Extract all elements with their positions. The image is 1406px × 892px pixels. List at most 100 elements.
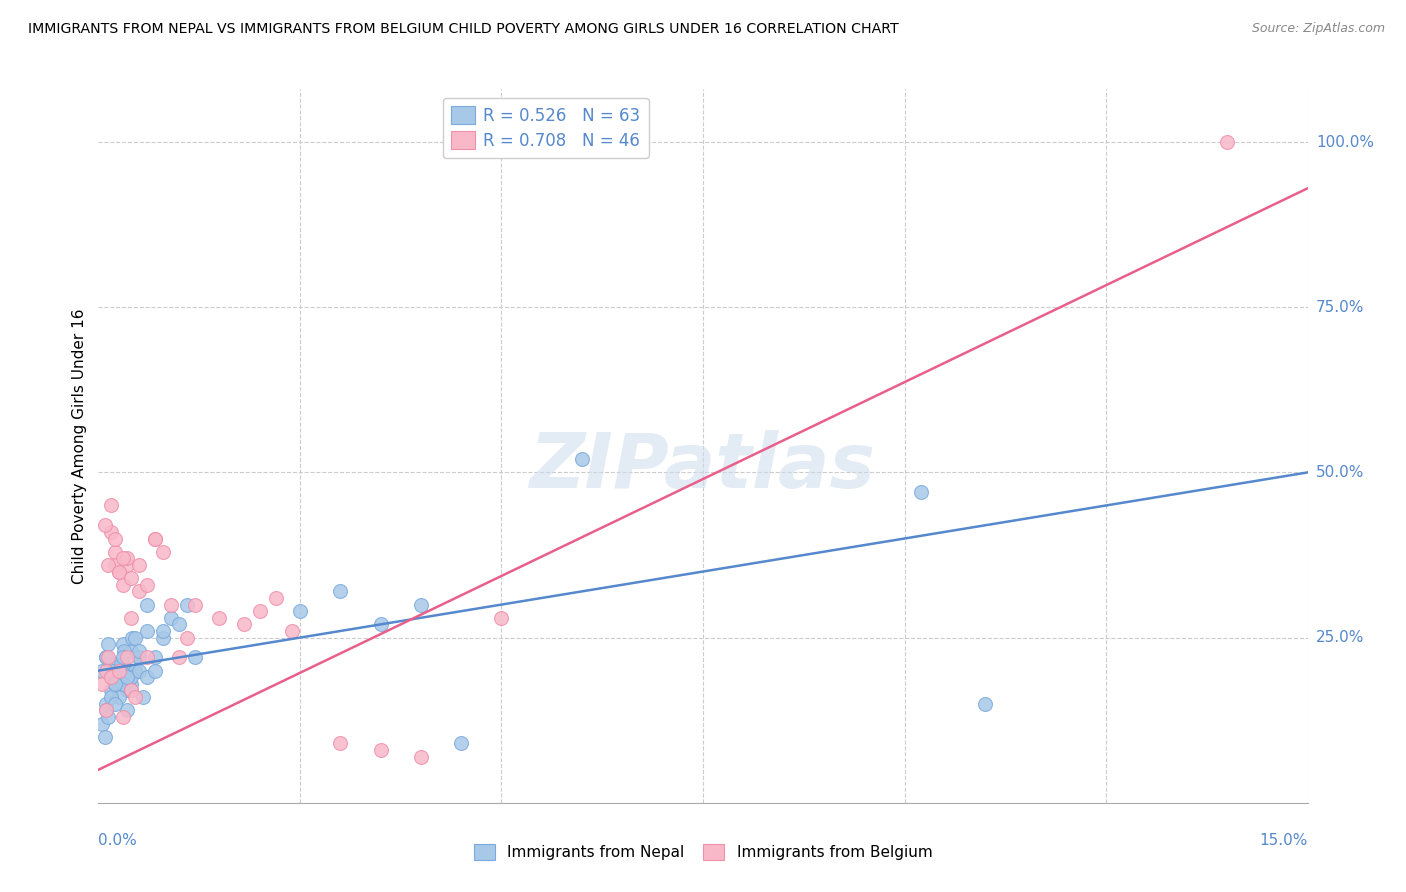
- Point: [100, 499, 122, 513]
- Point: [409, 749, 432, 764]
- Point: [152, 624, 174, 638]
- Point: [107, 677, 129, 691]
- Point: [100, 683, 122, 698]
- Point: [143, 532, 166, 546]
- Point: [124, 664, 146, 678]
- Point: [370, 743, 392, 757]
- Point: [264, 591, 287, 605]
- Point: [96, 664, 118, 678]
- Text: IMMIGRANTS FROM NEPAL VS IMMIGRANTS FROM BELGIUM CHILD POVERTY AMONG GIRLS UNDER: IMMIGRANTS FROM NEPAL VS IMMIGRANTS FROM…: [28, 22, 898, 37]
- Text: 0.0%: 0.0%: [98, 833, 138, 848]
- Point: [132, 690, 155, 704]
- Point: [128, 664, 150, 678]
- Point: [91, 677, 114, 691]
- Point: [103, 697, 125, 711]
- Point: [97, 650, 120, 665]
- Point: [128, 650, 150, 665]
- Point: [329, 736, 352, 750]
- Point: [103, 670, 125, 684]
- Point: [115, 703, 138, 717]
- Point: [160, 611, 183, 625]
- Point: [103, 677, 125, 691]
- Point: [115, 670, 138, 684]
- Point: [167, 617, 190, 632]
- Point: [97, 637, 120, 651]
- Point: [176, 598, 198, 612]
- Point: [96, 703, 118, 717]
- Text: 75.0%: 75.0%: [1316, 300, 1364, 315]
- Point: [110, 657, 132, 671]
- Text: 100.0%: 100.0%: [1316, 135, 1374, 150]
- Point: [111, 578, 134, 592]
- Text: ZIPatlas: ZIPatlas: [530, 431, 876, 504]
- Point: [91, 716, 114, 731]
- Point: [329, 584, 352, 599]
- Point: [96, 650, 118, 665]
- Point: [571, 452, 593, 467]
- Point: [94, 518, 117, 533]
- Point: [115, 558, 138, 572]
- Point: [115, 683, 138, 698]
- Point: [135, 650, 157, 665]
- Point: [91, 664, 114, 678]
- Point: [103, 677, 125, 691]
- Point: [281, 624, 304, 638]
- Point: [409, 598, 432, 612]
- Point: [152, 631, 174, 645]
- Text: 25.0%: 25.0%: [1316, 630, 1364, 645]
- Point: [100, 670, 122, 684]
- Point: [111, 710, 134, 724]
- Point: [232, 617, 254, 632]
- Point: [107, 565, 129, 579]
- Point: [103, 532, 125, 546]
- Y-axis label: Child Poverty Among Girls Under 16: Child Poverty Among Girls Under 16: [72, 309, 87, 583]
- Point: [112, 644, 135, 658]
- Point: [124, 631, 146, 645]
- Point: [184, 598, 207, 612]
- Point: [120, 644, 142, 658]
- Text: 50.0%: 50.0%: [1316, 465, 1364, 480]
- Point: [184, 650, 207, 665]
- Point: [121, 631, 143, 645]
- Point: [103, 545, 125, 559]
- Point: [100, 670, 122, 684]
- Point: [491, 611, 513, 625]
- Point: [1216, 135, 1239, 149]
- Point: [124, 664, 146, 678]
- Point: [120, 571, 142, 585]
- Point: [128, 644, 150, 658]
- Point: [208, 611, 231, 625]
- Text: Source: ZipAtlas.com: Source: ZipAtlas.com: [1251, 22, 1385, 36]
- Point: [115, 551, 138, 566]
- Point: [135, 578, 157, 592]
- Point: [107, 664, 129, 678]
- Point: [103, 657, 125, 671]
- Point: [120, 683, 142, 698]
- Point: [111, 551, 134, 566]
- Point: [107, 664, 129, 678]
- Text: 15.0%: 15.0%: [1260, 833, 1308, 848]
- Point: [111, 650, 134, 665]
- Point: [107, 565, 129, 579]
- Point: [152, 545, 174, 559]
- Point: [974, 697, 997, 711]
- Point: [120, 611, 142, 625]
- Point: [135, 598, 157, 612]
- Point: [107, 690, 129, 704]
- Legend: Immigrants from Nepal, Immigrants from Belgium: Immigrants from Nepal, Immigrants from B…: [468, 838, 938, 866]
- Point: [167, 650, 190, 665]
- Point: [128, 650, 150, 665]
- Point: [135, 670, 157, 684]
- Point: [115, 650, 138, 665]
- Point: [97, 710, 120, 724]
- Point: [160, 598, 183, 612]
- Point: [143, 650, 166, 665]
- Point: [94, 730, 117, 744]
- Point: [111, 637, 134, 651]
- Point: [100, 524, 122, 539]
- Point: [135, 624, 157, 638]
- Point: [143, 664, 166, 678]
- Point: [97, 558, 120, 572]
- Point: [143, 532, 166, 546]
- Point: [120, 670, 142, 684]
